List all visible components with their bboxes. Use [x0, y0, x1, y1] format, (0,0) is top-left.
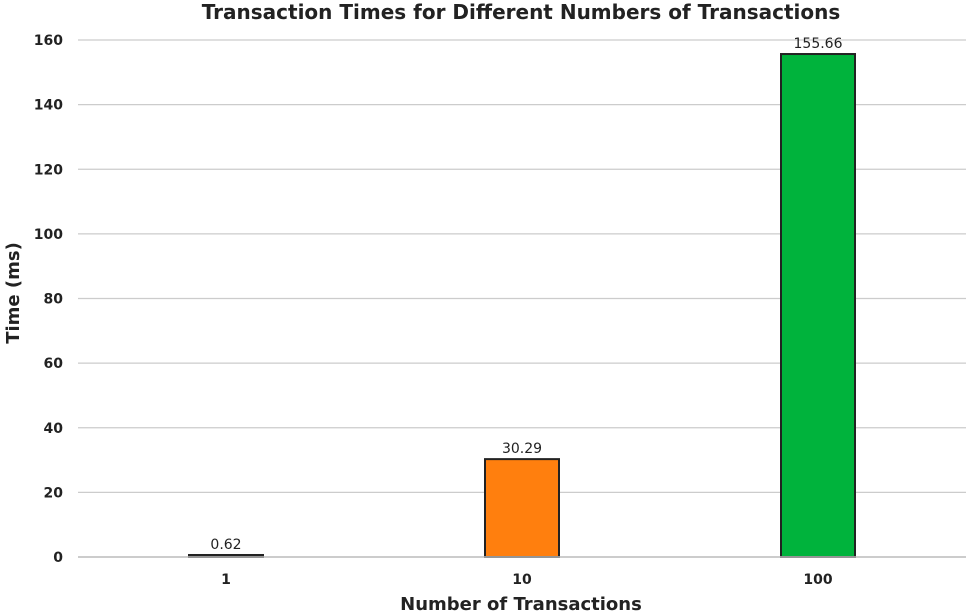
chart-title: Transaction Times for Different Numbers …: [202, 0, 841, 24]
y-tick-labels: 0 20 40 60 80 100 120 140 160: [34, 33, 63, 566]
bars: [188, 53, 856, 559]
y-tick-label: 80: [44, 292, 64, 308]
bar-100: [780, 53, 856, 559]
y-tick-label: 120: [34, 162, 63, 178]
y-tick-label: 140: [34, 98, 63, 114]
y-tick-label: 40: [44, 421, 64, 437]
y-tick-label: 20: [44, 485, 64, 501]
x-tick-label: 100: [803, 572, 832, 588]
y-tick-label: 160: [34, 33, 63, 49]
bar-value-label: 0.62: [210, 537, 241, 553]
x-tick-labels: 1 10 100: [221, 572, 833, 588]
bar-value-label: 155.66: [794, 36, 843, 52]
x-tick-label: 10: [512, 572, 532, 588]
y-tick-label: 100: [34, 227, 63, 243]
bar-value-label: 30.29: [502, 441, 542, 457]
x-axis-label: Number of Transactions: [400, 594, 642, 612]
y-axis-label: Time (ms): [3, 242, 24, 344]
y-tick-label: 60: [44, 356, 64, 372]
x-tick-label: 1: [221, 572, 231, 588]
gridlines: [78, 39, 966, 493]
bar-10: [484, 458, 560, 558]
data-labels: 0.62 30.29 155.66: [210, 36, 842, 553]
y-tick-label: 0: [53, 550, 63, 566]
